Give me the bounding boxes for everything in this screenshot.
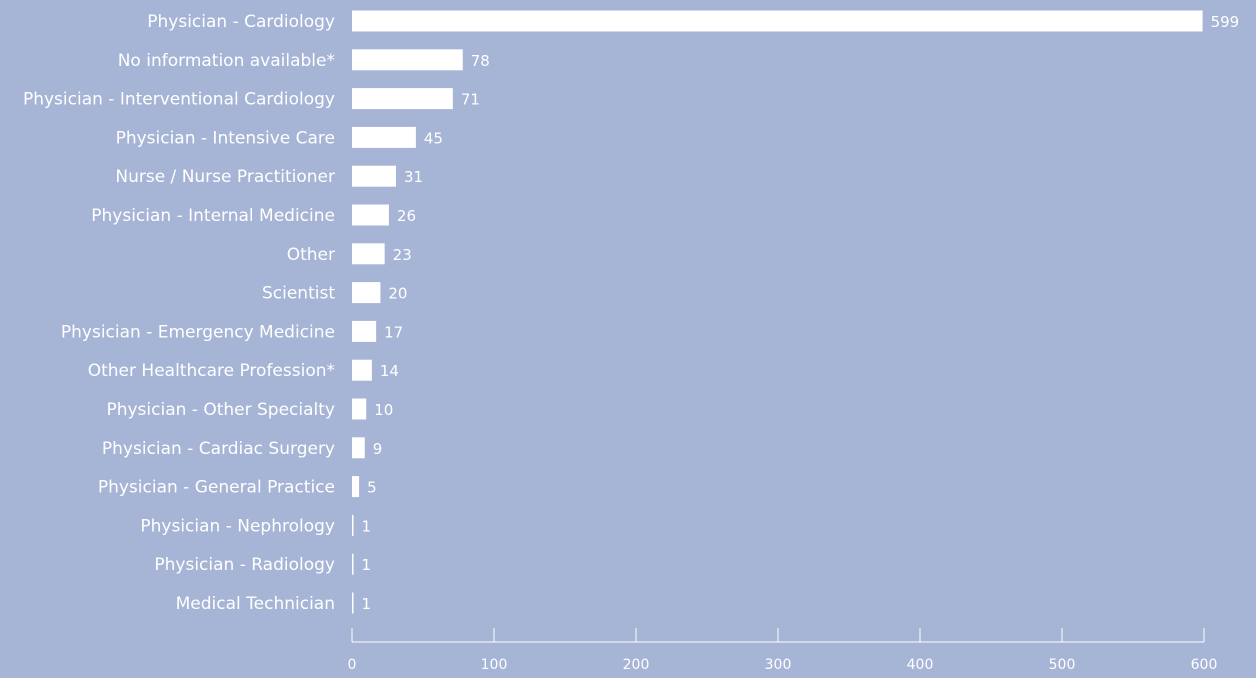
value-label: 45 [424,129,443,147]
x-tick-label: 0 [348,657,357,673]
bar [352,165,397,187]
bar [352,88,453,110]
value-label: 26 [397,207,416,225]
category-label: Medical Technician [176,594,335,614]
value-label: 17 [384,323,403,341]
category-label: Physician - Cardiac Surgery [102,439,335,459]
bar [352,592,354,614]
bar [352,476,360,498]
category-label: Physician - Intensive Care [116,128,335,148]
bar [352,514,354,536]
value-label: 5 [367,479,377,497]
category-label: Physician - Nephrology [140,516,335,536]
category-label: Physician - Interventional Cardiology [23,90,335,110]
value-label: 1 [362,595,372,613]
x-tick-label: 400 [907,657,934,673]
bar [352,126,416,148]
x-tick-label: 600 [1191,657,1218,673]
bar [352,10,1203,32]
bar [352,282,381,304]
category-label: Physician - Internal Medicine [91,206,335,226]
bar [352,320,377,342]
value-label: 599 [1211,13,1240,31]
category-label: Other [287,245,335,265]
category-label: Nurse / Nurse Practitioner [115,167,335,187]
value-label: 1 [362,517,372,535]
x-tick-label: 200 [623,657,650,673]
value-label: 71 [461,91,480,109]
category-label: No information available* [118,51,335,71]
value-label: 20 [388,285,407,303]
category-label: Physician - Other Specialty [106,400,335,420]
value-label: 78 [471,52,490,70]
category-label: Physician - Cardiology [147,12,335,32]
category-label: Physician - Radiology [154,555,335,575]
bar [352,553,354,575]
x-tick-label: 300 [765,657,792,673]
bar [352,437,365,459]
value-label: 31 [404,168,423,186]
category-label: Scientist [262,284,335,304]
x-tick-label: 500 [1049,657,1076,673]
bar [352,49,463,71]
value-label: 14 [380,362,399,380]
bar [352,243,385,265]
bar [352,204,389,226]
bar [352,398,367,420]
value-label: 1 [362,556,372,574]
value-label: 9 [373,440,383,458]
x-tick-label: 100 [481,657,508,673]
category-label: Physician - Emergency Medicine [61,322,335,342]
category-label: Physician - General Practice [98,478,335,498]
bar [352,359,372,381]
value-label: 10 [374,401,393,419]
value-label: 23 [393,246,412,264]
category-label: Other Healthcare Profession* [88,361,335,381]
